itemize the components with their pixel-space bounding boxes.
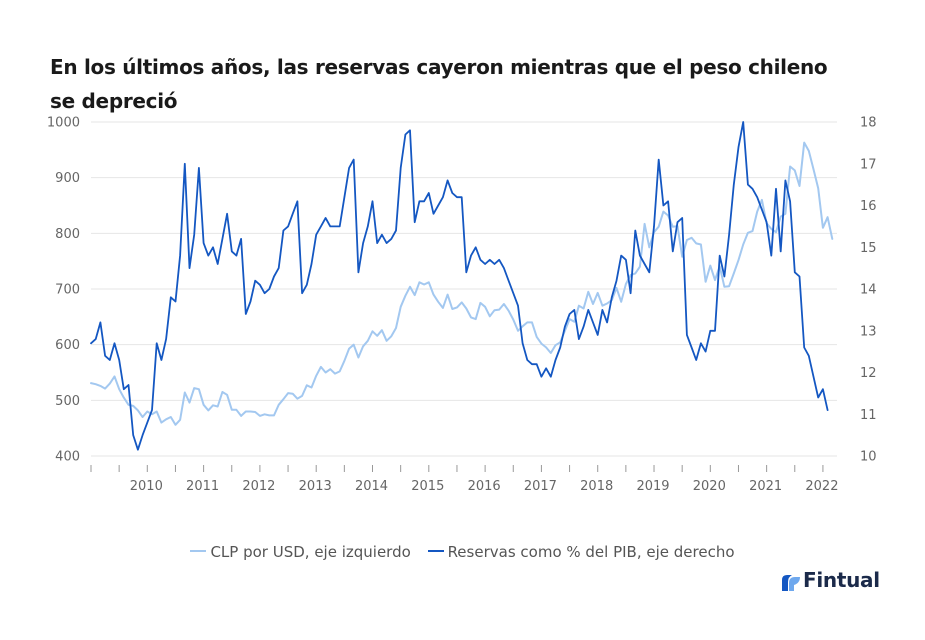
y-left-tick-label: 700 [55, 283, 80, 298]
y-left-tick-label: 400 [55, 450, 80, 465]
x-tick-label: 2022 [805, 479, 838, 494]
legend-swatch-clp [190, 549, 207, 552]
legend-swatch-reserves [427, 549, 444, 552]
x-tick-label: 2011 [186, 479, 219, 494]
x-tick-label: 2014 [355, 479, 388, 494]
y-right-tick-label: 12 [860, 366, 877, 381]
brand-name: Fintual [803, 568, 880, 592]
series-line-reserves [90, 121, 829, 451]
x-tick-label: 2020 [693, 479, 726, 494]
right-axis: 10 11 12 13 14 15 16 17 18 [860, 116, 877, 465]
series-lines [90, 121, 834, 451]
y-right-tick-label: 10 [860, 450, 877, 465]
y-left-tick-label: 600 [55, 338, 80, 353]
y-left-tick-label: 500 [55, 394, 80, 409]
x-tick-label: 2019 [636, 479, 669, 494]
y-left-tick-label: 1000 [47, 116, 80, 131]
x-axis: 2010 2011 2012 2013 2014 2015 2016 2017 2018 2019… [90, 465, 838, 494]
y-right-tick-label: 15 [860, 241, 877, 256]
gridlines [91, 121, 837, 457]
x-tick-label: 2013 [299, 479, 332, 494]
legend-item-reserves: Reservas como % del PIB, eje derecho [427, 543, 735, 561]
y-left-tick-label: 900 [55, 171, 80, 186]
legend-label-reserves: Reservas como % del PIB, eje derecho [447, 543, 735, 561]
y-right-tick-label: 11 [860, 408, 877, 423]
x-tick-label: 2016 [468, 479, 501, 494]
x-tick-label: 2018 [580, 479, 613, 494]
y-right-tick-label: 14 [860, 283, 877, 298]
y-right-tick-label: 17 [860, 157, 877, 172]
legend-label-clp: CLP por USD, eje izquierdo [210, 543, 411, 561]
x-tick-label: 2010 [130, 479, 163, 494]
y-right-tick-label: 16 [860, 199, 877, 214]
left-axis: 400 500 600 700 800 900 1000 [47, 116, 80, 465]
x-tick-label: 2017 [524, 479, 557, 494]
y-left-tick-label: 800 [55, 227, 80, 242]
y-right-tick-label: 13 [860, 324, 877, 339]
y-right-tick-label: 18 [860, 116, 877, 131]
series-line-clp [90, 141, 834, 426]
legend-item-clp: CLP por USD, eje izquierdo [190, 543, 411, 561]
x-tick-label: 2015 [411, 479, 444, 494]
fintual-logo-icon [782, 575, 800, 591]
chart-title: En los últimos años, las reservas cayero… [50, 55, 828, 113]
x-tick-label: 2021 [749, 479, 782, 494]
x-tick-label: 2012 [242, 479, 275, 494]
legend: CLP por USD, eje izquierdo Reservas como… [0, 543, 925, 561]
